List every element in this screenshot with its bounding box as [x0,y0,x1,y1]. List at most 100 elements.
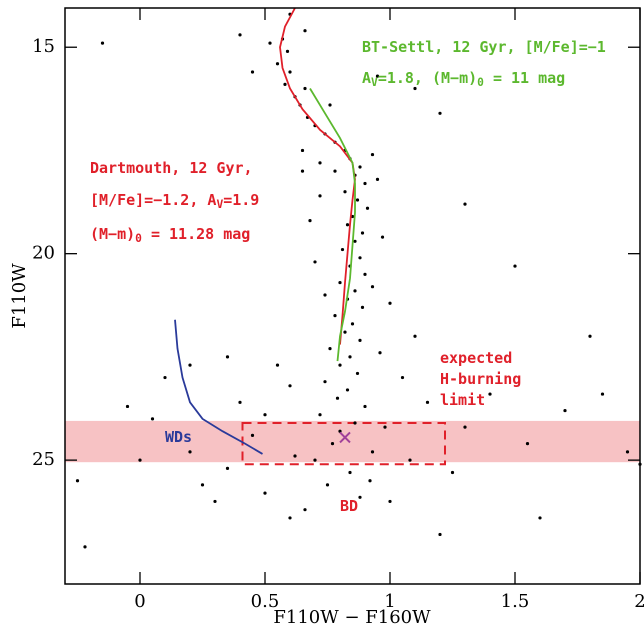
star-point [325,483,330,487]
star-point [388,499,392,504]
star-point [538,516,542,520]
annotation-part: 0 [135,232,142,245]
star-point [288,384,292,388]
star-point [150,417,155,421]
star-point [355,198,360,202]
star-point [450,470,455,475]
star-point [328,103,332,107]
limit-box [241,421,446,466]
annotation-part: expected [440,349,512,367]
star-point [358,495,362,499]
annotation-part: limit [440,391,485,409]
x-tick-label: 0.5 [251,591,280,612]
star-point [318,194,322,198]
y-tick-label: 25 [32,449,55,470]
annotation-part: V [216,198,223,211]
annotation: limit [440,391,485,409]
annotation-part: 0 [477,76,484,89]
star-point [213,499,217,504]
star-point [350,322,355,326]
star-point [323,380,327,384]
star-point [463,425,467,429]
isochrone [279,7,356,345]
star-point [303,86,307,91]
y-axis-label: F110W [9,263,30,329]
star-point [263,491,267,495]
annotation-part: BD [340,497,358,515]
star-point [353,289,357,293]
star-point [100,41,105,45]
x-tick-label: 2 [634,591,644,612]
annotation: expected [440,349,512,367]
star-point [275,363,280,367]
star-point [283,82,287,86]
star-point [348,470,352,475]
annotation: H-burning [440,370,521,388]
plot-frame [64,7,641,585]
star-point [413,334,417,338]
annotation: WDs [165,428,192,446]
star-point [600,392,605,396]
star-point [330,442,335,446]
star-point [368,479,372,483]
star-point [250,70,255,74]
annotation-part: BT-Settl, 12 Gyr, [M/Fe]=−1 [362,38,606,56]
star-point [358,256,362,260]
star-point [318,413,322,417]
star-point [363,404,367,409]
annotation-part: = 11.28 mag [142,225,250,243]
x-marker [339,431,351,444]
annotation: Dartmouth, 12 Gyr, [90,159,253,177]
star-point [163,375,167,380]
star-point [340,247,345,252]
annotation-part: V [371,76,378,89]
star-point [413,86,417,91]
star-point [275,62,280,66]
star-point [375,177,380,181]
star-point [363,272,367,276]
star-point [225,355,230,359]
y-tick-label: 15 [32,36,55,57]
star-point [238,33,242,37]
star-point [388,301,392,305]
star-point [358,338,362,342]
star-point [335,396,340,400]
isochrone [309,88,356,362]
x-tick-label: 0 [134,591,145,612]
star-point [425,400,430,404]
x-tick-label: 1 [384,591,395,612]
star-point [363,181,367,186]
star-point [138,458,142,462]
star-point [408,458,412,462]
annotation-part: (M−m) [90,225,135,243]
star-point [268,41,272,45]
star-point [345,388,350,392]
y-tick-label: 20 [32,243,55,264]
star-point [238,400,242,404]
star-point [343,190,347,194]
star-point [75,479,80,483]
star-point [188,450,192,454]
annotation-part: H-burning [440,370,521,388]
star-point [188,363,192,367]
star-point [360,305,365,309]
star-point [303,508,307,512]
star-point [313,458,317,462]
star-point [378,351,382,355]
star-point [303,29,307,33]
star-point [625,450,630,454]
star-point [370,450,375,454]
star-point [300,148,305,153]
annotation-part: =1.9 [223,191,259,209]
band [65,420,640,463]
star-point [375,74,380,78]
star-point [288,70,292,74]
annotation: (M−m)0 = 11.28 mag [90,225,250,246]
star-point [338,280,342,285]
star-point [250,433,255,437]
annotation: BT-Settl, 12 Gyr, [M/Fe]=−1 [362,38,606,56]
star-point [225,466,230,470]
star-point [525,442,530,446]
star-point [488,392,492,396]
